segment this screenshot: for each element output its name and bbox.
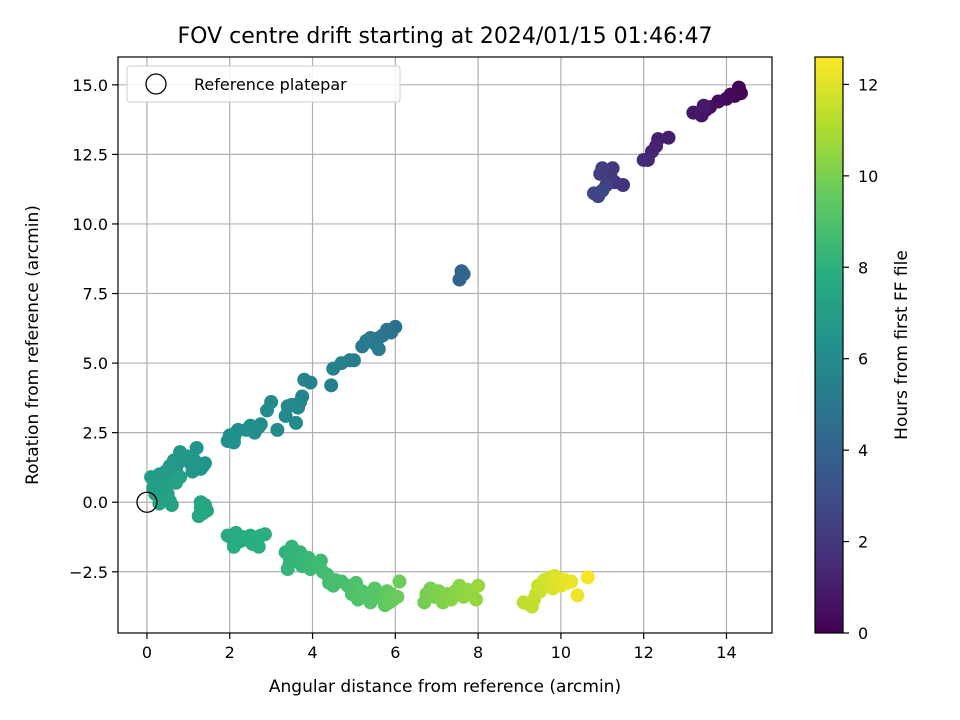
data-point [636,152,651,167]
data-point [355,339,370,354]
data-point [326,361,341,376]
y-tick-label: −2.5 [69,563,108,582]
data-point [251,539,266,554]
data-point [390,589,405,604]
colorbar-ticks: 0 2 4 6 8 10 12 [843,75,878,643]
colorbar-tick-label: 6 [858,350,868,369]
data-point [189,440,204,455]
data-point [696,98,711,113]
legend-reference-marker [145,73,167,95]
y-axis: −2.5 0.0 2.5 5.0 7.5 10.0 12.5 15.0 [69,76,118,582]
x-axis-label: Angular distance from reference (arcmin) [269,677,621,697]
y-tick-label: 12.5 [72,145,108,164]
x-tick-label: 6 [390,643,400,662]
data-point [595,183,610,198]
data-point [570,588,585,603]
data-point [371,342,386,357]
data-point [226,435,241,450]
data-point [324,378,339,393]
legend-label: Reference platepar [194,75,347,94]
data-point [257,527,272,542]
data-point [471,578,486,593]
colorbar: 0 2 4 6 8 10 12 Hours from first FF file [814,56,912,643]
chart-title: FOV centre drift starting at 2024/01/15 … [178,24,713,49]
legend-box [126,65,401,103]
data-point [469,592,484,607]
colorbar-tick-label: 4 [858,441,868,460]
x-tick-label: 12 [634,643,654,662]
data-point [580,570,595,585]
data-point [456,267,471,282]
plot-frame [117,56,773,634]
x-axis: 0 2 4 6 8 10 12 14 [142,633,737,662]
data-point [733,86,748,101]
scatter-points [144,80,748,614]
y-tick-label: 7.5 [83,285,108,304]
y-tick-label: 10.0 [72,215,108,234]
y-axis-label: Rotation from reference (arcmin) [23,205,43,485]
y-tick-label: 0.0 [83,493,108,512]
x-tick-label: 0 [142,643,152,662]
y-tick-label: 15.0 [72,76,108,95]
y-tick-label: 5.0 [83,354,108,373]
data-point [661,130,676,145]
reference-platepar-marker [136,491,158,513]
grid [118,57,772,633]
data-point [278,408,293,423]
x-tick-label: 14 [716,643,736,662]
data-point [193,500,208,515]
data-point [280,562,295,576]
data-point [173,470,188,485]
data-point [297,372,312,387]
data-point [392,574,407,589]
data-point [260,403,275,418]
colorbar-tick-label: 8 [858,258,868,277]
colorbar-tick-label: 10 [858,167,878,186]
data-point [686,105,701,120]
data-point [313,553,328,568]
y-tick-label: 2.5 [83,424,108,443]
x-tick-label: 4 [307,643,317,662]
data-point [564,574,579,589]
data-point [144,470,159,485]
colorbar-tick-label: 12 [858,75,878,94]
data-point [288,415,303,430]
data-point [593,166,608,181]
x-tick-label: 8 [473,643,483,662]
colorbar-label: Hours from first FF file [892,250,912,440]
data-point [270,422,285,437]
data-point [164,498,179,512]
x-tick-label: 10 [551,643,571,662]
reference-marker-layer [136,491,158,513]
colorbar-gradient [814,56,844,634]
legend: Reference platepar [126,65,401,103]
colorbar-tick-label: 0 [858,624,868,643]
data-point [226,539,241,554]
x-tick-label: 2 [225,643,235,662]
colorbar-tick-label: 2 [858,533,868,552]
